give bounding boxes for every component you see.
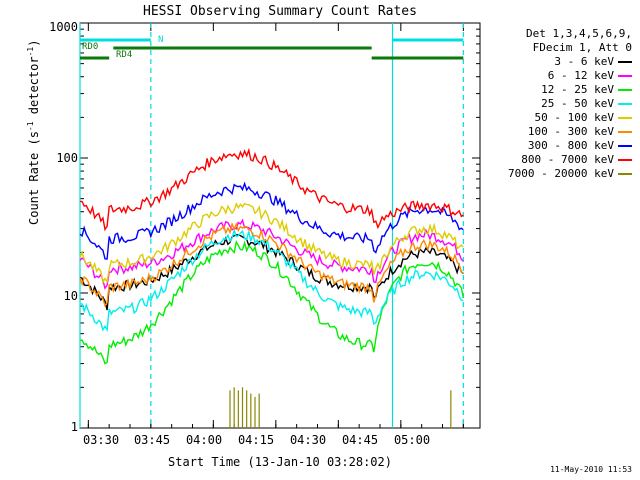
legend-swatch bbox=[618, 117, 632, 119]
legend-swatch bbox=[618, 131, 632, 133]
legend-entry: 3 - 6 keV bbox=[554, 55, 632, 69]
legend-entry-label: 800 - 7000 keV bbox=[521, 153, 614, 166]
series-line bbox=[79, 221, 464, 308]
legend-entry: 7000 - 20000 keV bbox=[508, 167, 632, 181]
legend-swatch bbox=[618, 89, 632, 91]
legend-entry: 12 - 25 keV bbox=[541, 83, 632, 97]
y-tick-label: 10 bbox=[63, 289, 78, 303]
state-label-rd4: RD4 bbox=[116, 50, 133, 60]
legend-swatch bbox=[618, 75, 632, 77]
legend-entry: 50 - 100 keV bbox=[535, 111, 632, 125]
legend-entry-label: 7000 - 20000 keV bbox=[508, 167, 614, 180]
legend-entry: 25 - 50 keV bbox=[541, 97, 632, 111]
y-axis-label-end: ) bbox=[27, 39, 41, 47]
legend-entry: 300 - 800 keV bbox=[528, 139, 632, 153]
legend-header-line-2: FDecim 1, Att 0 bbox=[532, 41, 632, 54]
legend-entry-label: 25 - 50 keV bbox=[541, 97, 614, 110]
legend-swatch bbox=[618, 103, 632, 105]
y-axis-label: Count Rate (s-1 detector-1) bbox=[26, 40, 41, 225]
series-line bbox=[79, 147, 464, 232]
series-line bbox=[79, 240, 464, 365]
legend-entry-label: 100 - 300 keV bbox=[527, 125, 614, 138]
legend-header-line-1: Det 1,3,4,5,6,9, bbox=[526, 27, 632, 40]
x-tick-label: 04:00 bbox=[185, 433, 223, 447]
x-tick-label: 04:15 bbox=[237, 433, 275, 447]
y-tick-label: 1000 bbox=[49, 20, 78, 34]
legend-entry: 6 - 12 keV bbox=[548, 69, 632, 83]
series-line bbox=[79, 201, 464, 285]
x-tick-label: 03:45 bbox=[133, 433, 171, 447]
legend-swatch bbox=[618, 145, 632, 147]
y-axis-label-sup1: -1 bbox=[26, 121, 35, 132]
x-tick-label: 04:30 bbox=[289, 433, 327, 447]
footer-timestamp: 11-May-2010 11:53 bbox=[550, 465, 632, 474]
legend-swatch bbox=[618, 61, 632, 63]
x-tick-label: 03:30 bbox=[82, 433, 120, 447]
legend-swatch bbox=[618, 159, 632, 161]
series-line bbox=[79, 218, 464, 290]
y-tick-label: 1 bbox=[70, 420, 78, 434]
x-tick-label: 04:45 bbox=[341, 433, 379, 447]
legend-entry-label: 6 - 12 keV bbox=[547, 69, 614, 82]
chart-title: HESSI Observing Summary Count Rates bbox=[143, 4, 417, 19]
series-line bbox=[79, 181, 464, 260]
y-axis-label-sup2: -1 bbox=[26, 46, 35, 57]
series-line bbox=[79, 233, 464, 311]
x-tick-label: 05:00 bbox=[393, 433, 431, 447]
legend-swatch bbox=[618, 173, 632, 175]
x-axis-label: Start Time (13-Jan-10 03:28:02) bbox=[168, 455, 392, 469]
state-label-rd0: RD0 bbox=[82, 42, 99, 52]
series-line bbox=[79, 228, 464, 332]
legend-entry-label: 300 - 800 keV bbox=[527, 139, 614, 152]
y-tick-label: 100 bbox=[56, 151, 78, 165]
state-label-n: N bbox=[158, 35, 164, 45]
legend-entry-label: 12 - 25 keV bbox=[541, 83, 614, 96]
y-axis-label-mid: detector bbox=[27, 56, 41, 122]
legend-entry: 800 - 7000 keV bbox=[521, 153, 632, 167]
legend-entry-label: 50 - 100 keV bbox=[534, 111, 614, 124]
legend-entry: 100 - 300 keV bbox=[528, 125, 632, 139]
y-axis-label-text: Count Rate (s bbox=[27, 131, 41, 225]
legend-entry-label: 3 - 6 keV bbox=[554, 55, 614, 68]
